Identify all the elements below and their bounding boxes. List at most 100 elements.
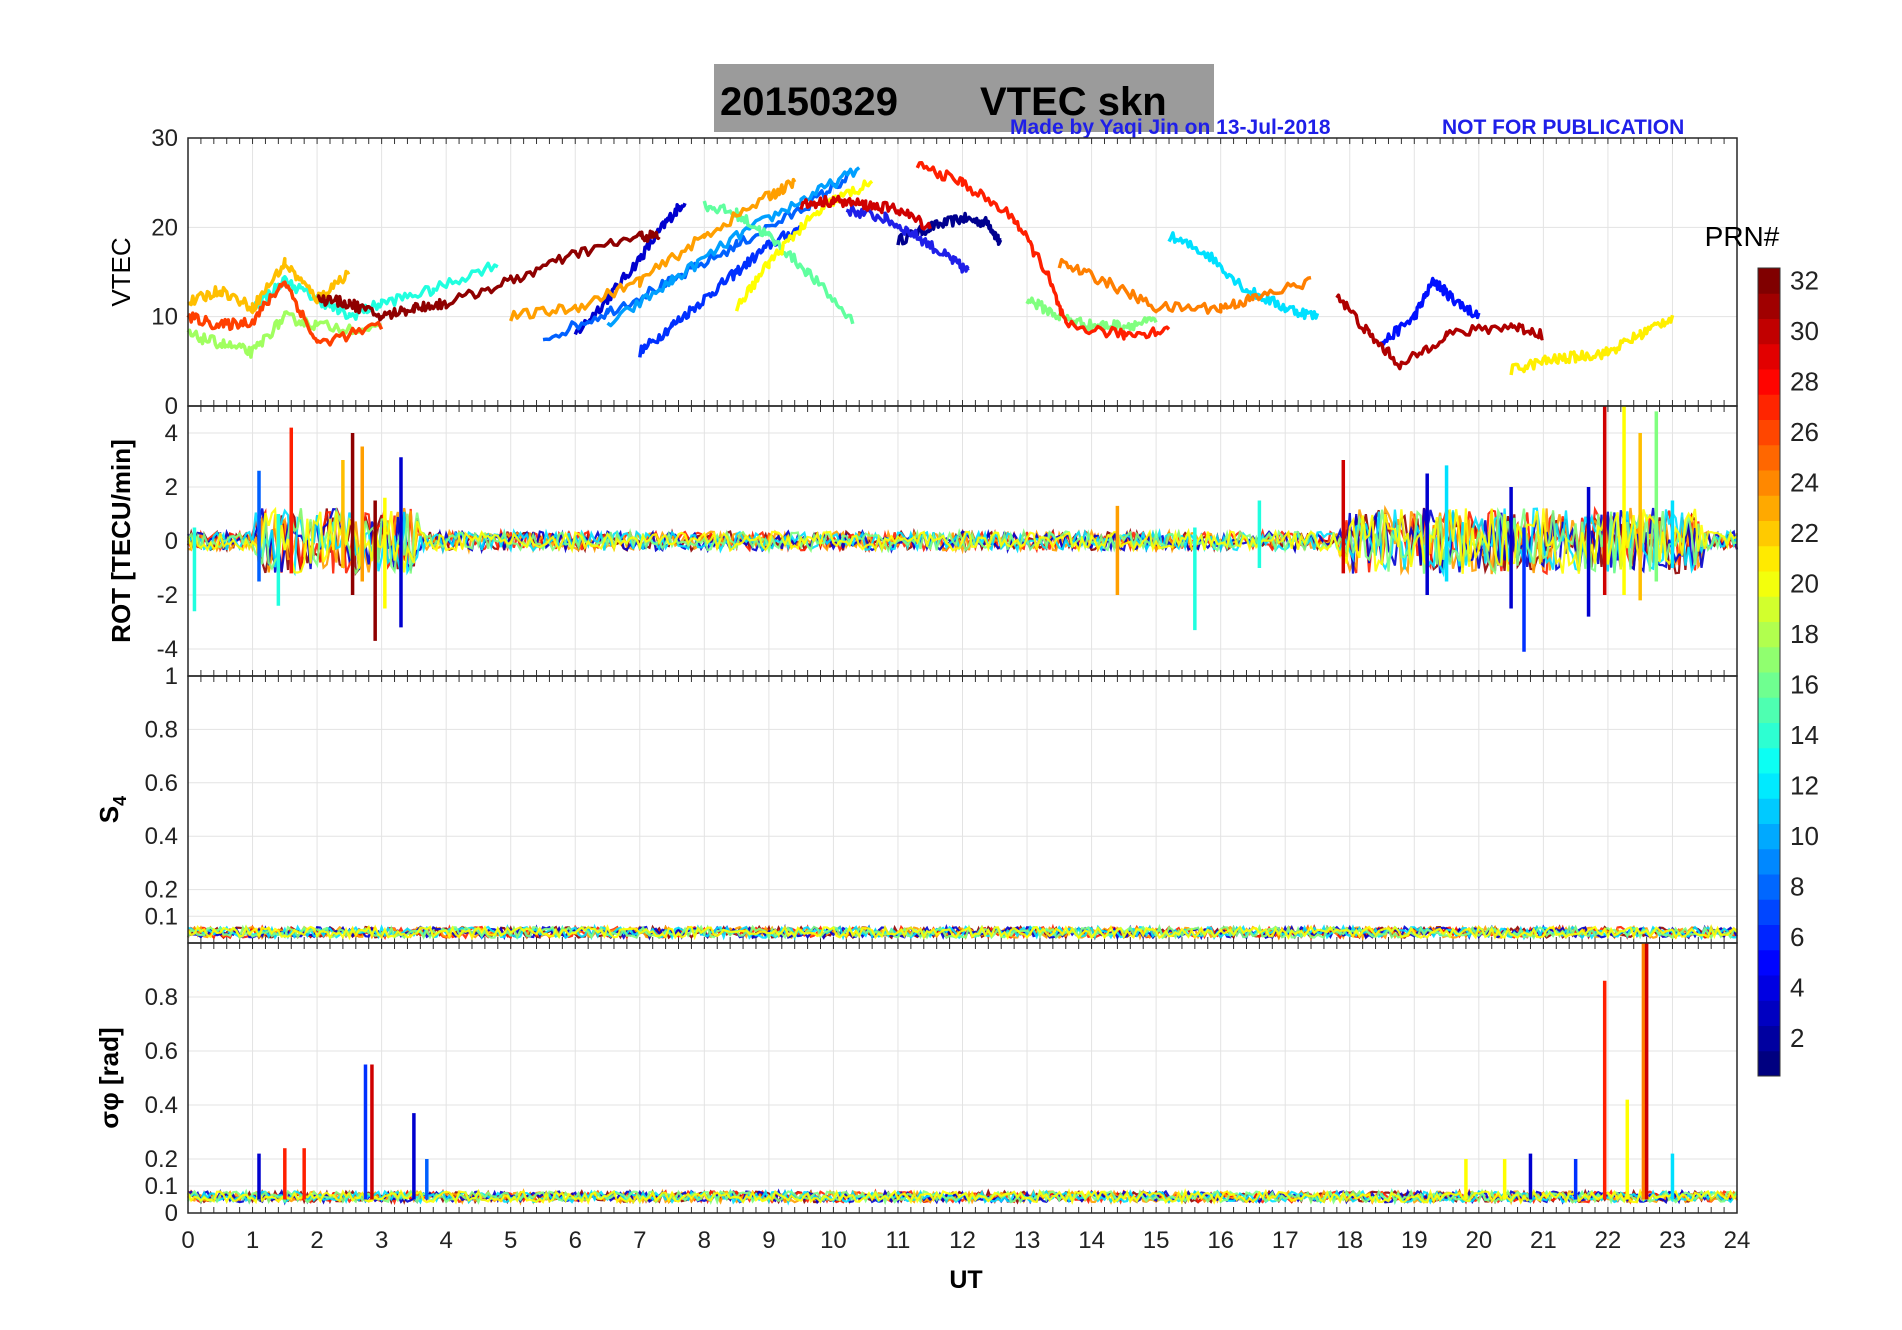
- x-tick-label: 24: [1724, 1227, 1751, 1254]
- vtec-series-prn-28: [915, 161, 1171, 341]
- colorbar-tick-label: 22: [1790, 518, 1819, 548]
- colorbar-tick-label: 2: [1790, 1023, 1804, 1053]
- colorbar-tick-label: 16: [1790, 670, 1819, 700]
- vtec-series-prn-18: [186, 310, 382, 359]
- colorbar-segment: [1758, 924, 1780, 951]
- y-tick-label: 0.4: [145, 823, 178, 850]
- x-tick-label: 4: [439, 1227, 452, 1254]
- colorbar-segment: [1758, 268, 1780, 294]
- x-tick-label: 1: [246, 1227, 259, 1254]
- vtec-series-prn-21: [1509, 314, 1675, 376]
- vtec-series-prn-24: [509, 177, 797, 322]
- colorbar-tick-label: 28: [1790, 367, 1819, 397]
- colorbar-segment: [1758, 899, 1780, 925]
- vtec-series-prn-8: [542, 169, 854, 342]
- y-tick-label: 0.1: [145, 903, 178, 930]
- x-tick-label: 2: [310, 1227, 323, 1254]
- y-tick-label: 0.8: [145, 716, 178, 743]
- colorbar-tick-label: 4: [1790, 973, 1804, 1003]
- colorbar-segment: [1758, 798, 1780, 824]
- x-tick-label: 9: [762, 1227, 775, 1254]
- y-tick-label: 0.6: [145, 770, 178, 797]
- vtec-series-prn-27: [186, 280, 384, 347]
- not-for-publication-label: NOT FOR PUBLICATION: [1442, 116, 1685, 139]
- vtec-series-prn-7: [845, 204, 970, 274]
- colorbar-tick-label: 14: [1790, 720, 1819, 750]
- colorbar-tick-label: 12: [1790, 771, 1819, 801]
- colorbar-segment: [1758, 621, 1780, 648]
- panel-sigma-phi: 00.10.2 0.4 0.6 0.8 σφ [rad]: [94, 942, 1739, 1227]
- colorbar-segment: [1758, 697, 1780, 723]
- x-tick-label: 11: [885, 1227, 910, 1254]
- vtec-series-prn-6: [638, 225, 803, 358]
- y-tick-label: 20: [151, 214, 178, 241]
- colorbar-segment: [1758, 318, 1780, 345]
- colorbar-segment: [1758, 293, 1780, 319]
- panel-vtec: 0 10 20 30 VTEC: [106, 125, 1738, 420]
- colorbar-segment: [1758, 773, 1780, 799]
- y-tick-label: 0: [165, 528, 178, 555]
- credit-label: Made by Yaqi Jin on 13-Jul-2018: [1010, 116, 1331, 139]
- y-axis-label: S4: [94, 796, 130, 823]
- colorbar-tick-label: 18: [1790, 619, 1819, 649]
- chart-title-date: 20150329: [720, 80, 898, 124]
- colorbar-segment: [1758, 747, 1780, 774]
- x-tick-label: 0: [181, 1227, 194, 1254]
- vtec-series-prn-30: [799, 194, 932, 231]
- colorbar-segment: [1758, 1050, 1780, 1077]
- colorbar-segment: [1758, 343, 1780, 370]
- colorbar-segment: [1758, 444, 1780, 471]
- colorbar-segment: [1758, 369, 1780, 395]
- colorbar-segment: [1758, 823, 1780, 850]
- colorbar-segment: [1758, 571, 1780, 597]
- x-tick-label: 5: [504, 1227, 517, 1254]
- colorbar-segment: [1758, 722, 1780, 749]
- y-tick-label: 10: [151, 304, 178, 331]
- x-axis: 0 1 2 3 4 5 6 7 8 9 10 11 12 13 14 15 16 17 18 19 20 21 22 23 24: [181, 1227, 1750, 1254]
- y-tick-label: -4: [157, 636, 178, 663]
- x-tick-label: 8: [698, 1227, 711, 1254]
- vtec-series-prn-31: [1335, 293, 1544, 371]
- x-axis-label: UT: [949, 1266, 982, 1294]
- y-tick-label: 0.6: [145, 1038, 178, 1065]
- y-tick-label: 0.2: [145, 1146, 178, 1173]
- x-tick-label: 15: [1143, 1227, 1170, 1254]
- y-tick-label: -2: [157, 582, 178, 609]
- colorbar-tick-label: 6: [1790, 922, 1804, 952]
- s4-noise-band: [187, 924, 1738, 941]
- colorbar-segment: [1758, 470, 1780, 496]
- colorbar-segment: [1758, 1025, 1780, 1052]
- title-box: [714, 64, 1214, 132]
- x-tick-label: 6: [569, 1227, 582, 1254]
- colorbar-segment: [1758, 596, 1780, 622]
- y-axis-label: σφ [rad]: [94, 1027, 124, 1128]
- x-tick-label: 20: [1465, 1227, 1492, 1254]
- colorbar-segment: [1758, 848, 1780, 875]
- colorbar-segment: [1758, 975, 1780, 1001]
- y-tick-label: 1: [165, 663, 178, 690]
- x-tick-label: 12: [949, 1227, 976, 1254]
- y-axis-label: ROT [TECU/min]: [106, 439, 136, 643]
- vtec-series-prn-25: [1057, 257, 1312, 315]
- x-tick-label: 18: [1336, 1227, 1363, 1254]
- x-tick-label: 10: [820, 1227, 847, 1254]
- panel-rot: -4 -2 0 2 4 ROT [TECU/min]: [106, 405, 1739, 677]
- colorbar-segment: [1758, 545, 1780, 572]
- y-tick-label: 0.1: [145, 1173, 178, 1200]
- x-tick-label: 16: [1207, 1227, 1234, 1254]
- colorbar-segment: [1758, 419, 1780, 446]
- panel-s4: 0.10.2 0.4 0.6 0.8 1 S4: [94, 663, 1738, 944]
- y-tick-label: 2: [165, 474, 178, 501]
- vtec-series-prn-5: [1380, 276, 1481, 346]
- x-tick-label: 23: [1659, 1227, 1686, 1254]
- vtec-series-prn-10: [606, 166, 861, 328]
- vtec-series-prn-12: [1167, 231, 1320, 321]
- vtec-series-prn-32: [316, 229, 661, 322]
- panel-frame: [187, 942, 1738, 1214]
- vtec-series-prn-20: [734, 179, 874, 312]
- y-tick-label: 0: [165, 1200, 178, 1227]
- colorbar-tick-label: 24: [1790, 468, 1819, 498]
- y-axis-label: VTEC: [106, 237, 136, 306]
- vtec-series-prn-17: [1025, 296, 1158, 333]
- vtec-series-prn-22: [187, 256, 351, 315]
